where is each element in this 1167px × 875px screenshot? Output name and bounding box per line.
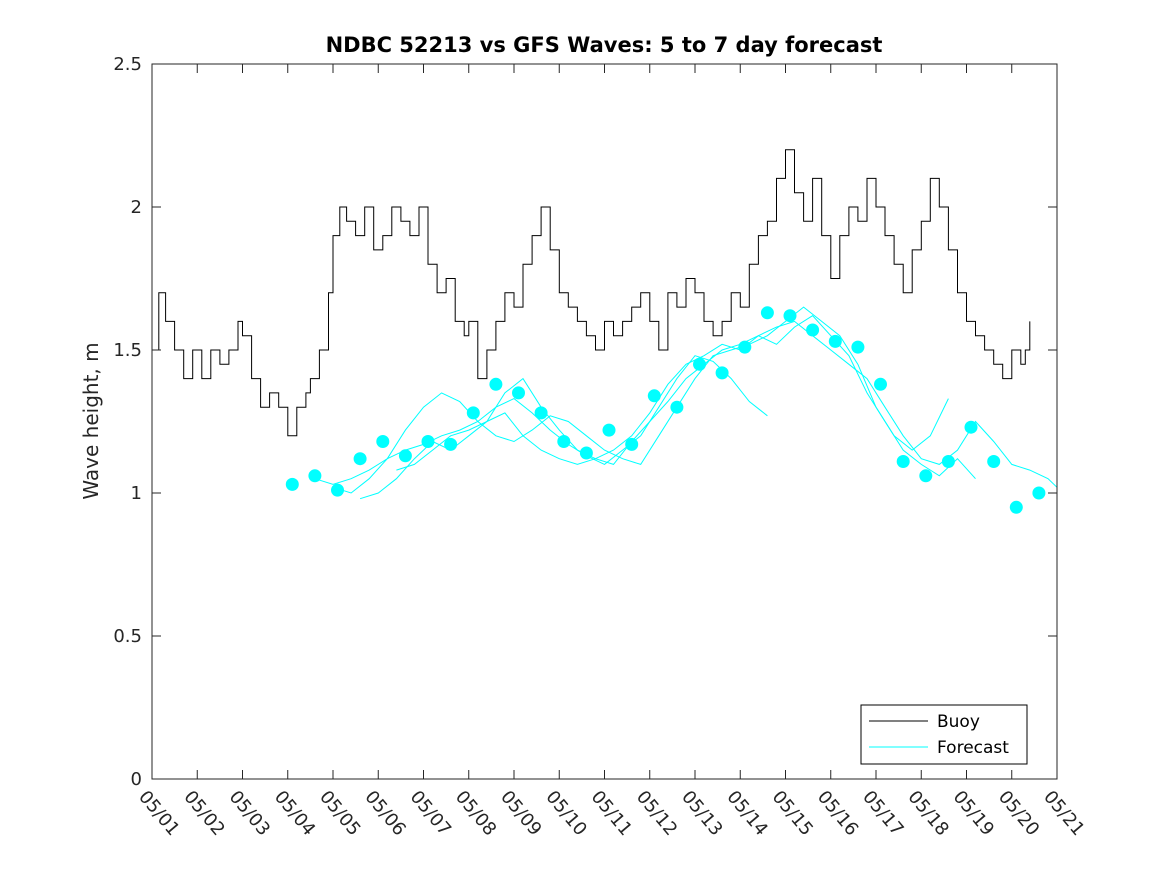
forecast-marker-point (670, 400, 684, 414)
y-axis-label: Wave height, m (79, 342, 103, 499)
forecast-marker-point (285, 477, 299, 491)
forecast-marker-point (512, 386, 525, 400)
forecast-run-line-4 (396, 320, 1058, 488)
forecast-marker-point (941, 455, 955, 468)
forecast-marker-point (421, 435, 435, 448)
forecast-run-line-1 (314, 355, 768, 485)
forecast-marker-point (489, 377, 503, 391)
y-tick-label: 2.5 (113, 54, 142, 75)
forecast-marker-point (308, 469, 322, 483)
buoy-series-line (152, 149, 1031, 437)
forecast-marker-point (806, 323, 820, 337)
forecast-marker-point (987, 455, 1001, 468)
forecast-run-line-3 (359, 315, 976, 500)
forecast-marker-point (851, 340, 865, 354)
legend-forecast-label: Forecast (937, 738, 1009, 758)
forecast-marker-point (964, 420, 978, 434)
legend-buoy-label: Buoy (937, 712, 980, 732)
y-tick-label: 1.5 (113, 340, 142, 361)
forecast-marker-point (919, 469, 933, 483)
forecast-marker-point (444, 437, 458, 451)
forecast-marker-point (896, 455, 910, 468)
forecast-marker-point (693, 357, 706, 371)
y-tick-label: 0 (131, 769, 142, 790)
forecast-marker-point (760, 306, 774, 320)
forecast-marker-point (557, 435, 571, 448)
forecast-marker-point (466, 406, 480, 420)
forecast-marker-point (1032, 486, 1046, 500)
forecast-marker-point (331, 483, 344, 497)
forecast-marker-point (828, 334, 842, 348)
forecast-marker-point (1009, 500, 1023, 514)
forecast-marker-point (783, 309, 797, 323)
forecast-marker-point (625, 437, 639, 451)
legend: Buoy Forecast (860, 704, 1028, 765)
forecast-marker-point (376, 435, 390, 448)
plot-area (152, 149, 1058, 514)
forecast-marker-point (738, 340, 752, 354)
forecast-marker-point (647, 389, 661, 403)
chart-title: NDBC 52213 vs GFS Waves: 5 to 7 day fore… (326, 33, 883, 57)
forecast-marker-point (534, 406, 548, 420)
y-tick-label: 0.5 (113, 626, 142, 647)
forecast-marker-point (353, 452, 367, 466)
forecast-marker-point (874, 377, 887, 391)
legend-box (860, 704, 1028, 765)
y-tick-label: 2 (131, 197, 142, 218)
forecast-marker-point (602, 423, 616, 437)
forecast-run-line-2 (332, 306, 949, 494)
forecast-marker-point (715, 366, 729, 380)
forecast-marker-point (398, 449, 412, 463)
forecast-marker-point (579, 446, 593, 460)
y-tick-label: 1 (131, 483, 142, 504)
